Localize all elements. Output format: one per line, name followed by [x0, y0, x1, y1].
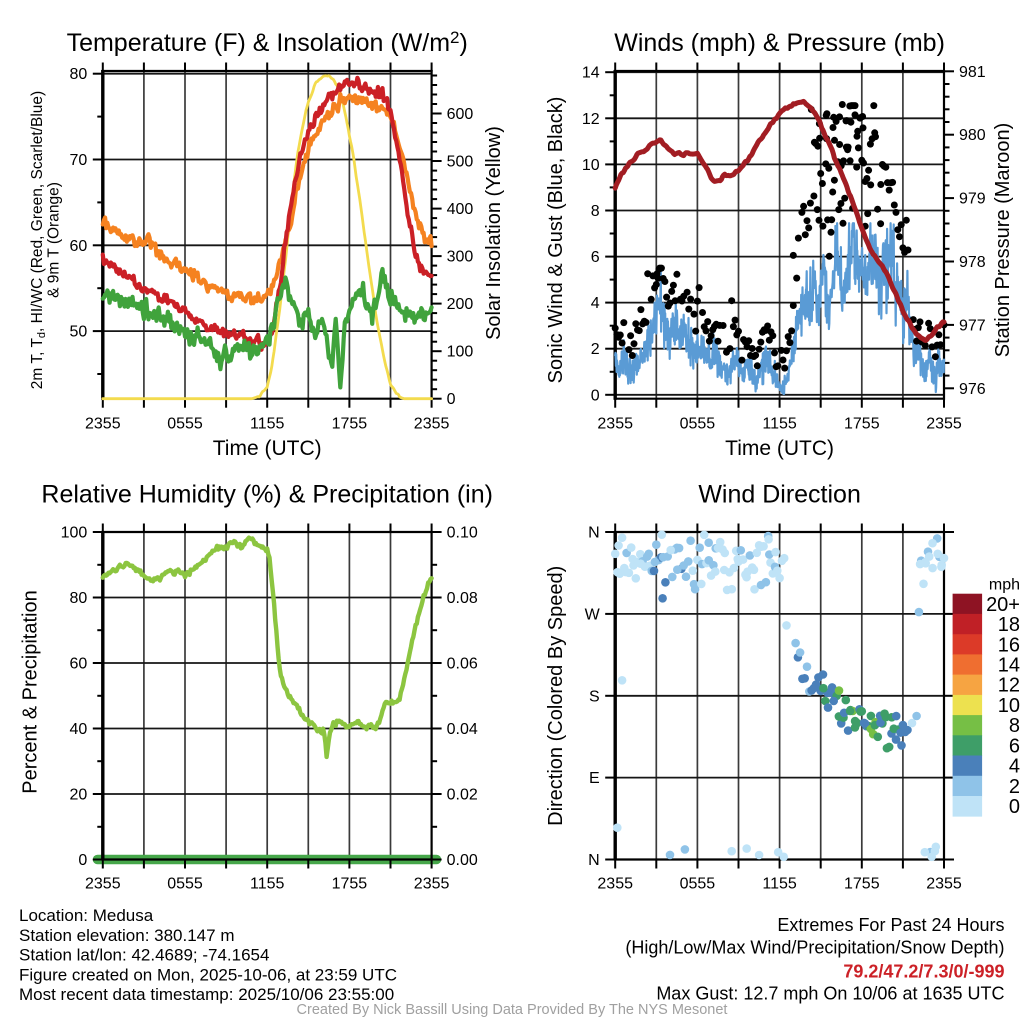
svg-text:20+: 20+	[986, 594, 1020, 616]
svg-text:16: 16	[998, 634, 1020, 656]
svg-text:Time (UTC): Time (UTC)	[213, 437, 322, 460]
svg-text:E: E	[589, 770, 600, 787]
svg-text:0.02: 0.02	[447, 787, 478, 804]
svg-text:2355: 2355	[597, 876, 633, 893]
svg-text:12: 12	[582, 111, 600, 128]
svg-text:200: 200	[447, 296, 474, 313]
svg-text:S: S	[589, 688, 600, 705]
svg-text:18: 18	[998, 614, 1020, 636]
svg-text:978: 978	[959, 254, 986, 271]
svg-text:1755: 1755	[844, 876, 880, 893]
svg-text:6: 6	[1009, 735, 1020, 757]
svg-text:1755: 1755	[844, 416, 880, 433]
svg-text:0.08: 0.08	[447, 590, 478, 607]
svg-text:1755: 1755	[332, 416, 368, 433]
svg-text:50: 50	[70, 324, 88, 341]
svg-text:400: 400	[447, 201, 474, 218]
svg-text:0: 0	[78, 852, 87, 869]
svg-text:Station Pressure (Maroon): Station Pressure (Maroon)	[992, 123, 1014, 358]
svg-text:977: 977	[959, 317, 986, 334]
svg-text:1155: 1155	[250, 416, 285, 433]
svg-text:mph: mph	[989, 576, 1020, 593]
svg-text:60: 60	[70, 238, 88, 255]
svg-text:Winds (mph) & Pressure (mb): Winds (mph) & Pressure (mb)	[614, 29, 945, 57]
svg-text:Extremes For Past 24 Hours: Extremes For Past 24 Hours	[777, 915, 1004, 935]
svg-text:2355: 2355	[926, 876, 962, 893]
svg-text:Relative Humidity (%) & Precip: Relative Humidity (%) & Precipitation (i…	[41, 481, 493, 509]
svg-text:0555: 0555	[680, 416, 716, 433]
svg-text:Time (UTC): Time (UTC)	[725, 437, 834, 460]
svg-text:0.00: 0.00	[447, 852, 478, 869]
svg-text:Max Gust: 12.7 mph On 10/06 at: Max Gust: 12.7 mph On 10/06 at 1635 UTC	[656, 984, 1004, 1004]
svg-text:14: 14	[582, 65, 600, 82]
svg-text:2355: 2355	[414, 876, 450, 893]
svg-text:12: 12	[998, 675, 1020, 697]
svg-text:4: 4	[1009, 756, 1020, 778]
svg-text:980: 980	[959, 127, 986, 144]
svg-text:0: 0	[447, 391, 456, 408]
svg-text:& 9m T (Orange): & 9m T (Orange)	[46, 182, 63, 298]
svg-text:10: 10	[582, 157, 600, 174]
svg-text:500: 500	[447, 154, 474, 171]
svg-text:0.04: 0.04	[447, 721, 478, 738]
svg-text:0.10: 0.10	[447, 525, 478, 542]
svg-text:1755: 1755	[332, 876, 368, 893]
svg-text:976: 976	[959, 381, 986, 398]
svg-text:80: 80	[70, 590, 88, 607]
svg-text:79.2/47.2/7.3/0/-999: 79.2/47.2/7.3/0/-999	[843, 962, 1004, 982]
svg-text:0555: 0555	[167, 416, 203, 433]
svg-text:979: 979	[959, 191, 986, 208]
svg-text:Sonic Wind & Gust (Blue, Black: Sonic Wind & Gust (Blue, Black)	[545, 97, 567, 384]
svg-text:Direction (Colored By Speed): Direction (Colored By Speed)	[545, 566, 567, 826]
svg-text:Created By Nick Bassill Using: Created By Nick Bassill Using Data Provi…	[297, 1002, 728, 1018]
svg-text:Station elevation: 380.147 m: Station elevation: 380.147 m	[19, 926, 234, 945]
svg-text:10: 10	[998, 695, 1020, 717]
svg-text:8: 8	[591, 203, 600, 220]
svg-text:2355: 2355	[85, 876, 121, 893]
svg-text:Percent & Precipitation: Percent & Precipitation	[20, 590, 42, 793]
svg-text:N: N	[588, 525, 600, 542]
svg-text:4: 4	[591, 295, 600, 312]
svg-text:2: 2	[1009, 776, 1020, 798]
svg-text:0555: 0555	[680, 876, 716, 893]
svg-text:600: 600	[447, 106, 474, 123]
svg-text:2355: 2355	[85, 416, 121, 433]
svg-text:14: 14	[998, 655, 1020, 677]
svg-text:Wind Direction: Wind Direction	[698, 481, 861, 509]
svg-text:1155: 1155	[250, 876, 285, 893]
svg-text:0555: 0555	[167, 876, 203, 893]
svg-text:W: W	[585, 606, 601, 623]
svg-text:20: 20	[70, 787, 88, 804]
svg-text:100: 100	[447, 344, 474, 361]
svg-text:1155: 1155	[762, 416, 797, 433]
svg-text:40: 40	[70, 721, 88, 738]
svg-text:8: 8	[1009, 715, 1020, 737]
svg-text:Temperature (F) & Insolation (: Temperature (F) & Insolation (W/m2)	[67, 28, 468, 57]
svg-text:2: 2	[591, 341, 600, 358]
svg-text:0.06: 0.06	[447, 656, 478, 673]
svg-text:N: N	[588, 852, 600, 869]
svg-text:6: 6	[591, 249, 600, 266]
svg-text:2355: 2355	[414, 416, 450, 433]
svg-text:70: 70	[70, 152, 88, 169]
svg-text:0: 0	[1009, 796, 1020, 818]
svg-text:80: 80	[70, 66, 88, 83]
svg-text:1155: 1155	[762, 876, 797, 893]
svg-text:300: 300	[447, 249, 474, 266]
svg-text:0: 0	[591, 387, 600, 404]
svg-text:60: 60	[70, 656, 88, 673]
svg-text:Station lat/lon: 42.4689; -74.: Station lat/lon: 42.4689; -74.1654	[19, 946, 269, 965]
svg-text:(High/Low/Max Wind/Precipitati: (High/Low/Max Wind/Precipitation/Snow De…	[625, 938, 1004, 958]
svg-text:Figure created on Mon, 2025-10: Figure created on Mon, 2025-10-06, at 23…	[19, 965, 397, 984]
svg-text:Location: Medusa: Location: Medusa	[19, 906, 154, 925]
svg-text:100: 100	[61, 525, 88, 542]
svg-text:2355: 2355	[926, 416, 962, 433]
svg-text:Solar Insolation (Yellow): Solar Insolation (Yellow)	[483, 126, 505, 340]
svg-text:2355: 2355	[597, 416, 633, 433]
svg-text:981: 981	[959, 64, 986, 81]
svg-text:2m T, Td, HI/WC (Red, Green, S: 2m T, Td, HI/WC (Red, Green, Scarlet/Blu…	[29, 91, 48, 389]
svg-text:Most recent data timestamp: 20: Most recent data timestamp: 2025/10/06 2…	[19, 985, 394, 1004]
